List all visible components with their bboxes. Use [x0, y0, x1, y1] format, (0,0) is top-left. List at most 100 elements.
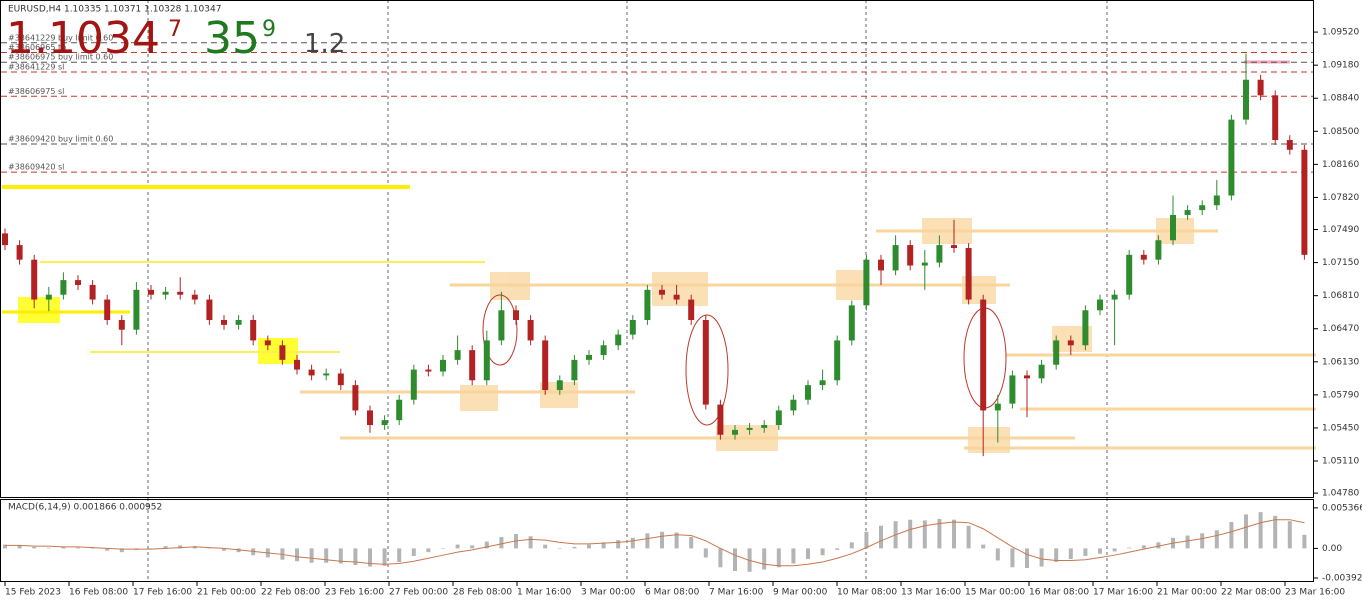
macd-bar [1010, 548, 1015, 568]
macd-bar [981, 544, 986, 549]
macd-bar [470, 545, 475, 549]
macd-bar [1141, 545, 1146, 549]
candle-body [279, 345, 286, 360]
macd-bar [630, 537, 635, 549]
candle-body [1053, 340, 1060, 365]
candle-body [513, 310, 519, 320]
macd-bar [353, 548, 358, 566]
macd-bar [1068, 548, 1073, 559]
candle-body [148, 289, 154, 295]
macd-bar [733, 548, 737, 572]
macd-bar [441, 548, 445, 549]
x-tick-label: 22 Feb 08:00 [261, 588, 320, 598]
macd-bar [762, 548, 767, 570]
macd-bar [484, 541, 489, 549]
candle-body [878, 259, 884, 271]
macd-bar [426, 548, 431, 553]
x-tick-label: 23 Mar 16:00 [1285, 588, 1345, 598]
macd-bar [17, 545, 22, 549]
candle-body [191, 294, 198, 300]
candle-body [1243, 79, 1249, 120]
candle-body [659, 289, 665, 295]
bid-price: 1.1034 [6, 13, 160, 64]
candle-body [571, 359, 578, 381]
macd-bar [1302, 534, 1307, 549]
symbol-info: EURUSD,H4 1.10335 1.10371 1.10328 1.1034… [8, 5, 221, 15]
macd-bar [1039, 548, 1044, 567]
candle-body [264, 340, 271, 346]
candle-body [1301, 149, 1308, 255]
macd-bar [411, 548, 416, 556]
candle-body [352, 385, 359, 411]
macd-pane: 0.005366 0.00 -0.003921 [3, 503, 1362, 584]
candle-body [45, 294, 52, 300]
macd-bar [455, 544, 460, 549]
macd-bar [879, 525, 883, 549]
y-tick-label: 1.04780 [1322, 489, 1359, 499]
candle-body [1038, 364, 1045, 379]
candle-body [2, 233, 8, 246]
macd-bar [76, 547, 80, 549]
macd-bar [1156, 542, 1161, 549]
order-label: #38606975 buy limit 0.60 [8, 53, 113, 62]
candle-body [892, 245, 899, 271]
macd-bar [1200, 533, 1205, 549]
y-tick-label: 1.08500 [1322, 127, 1359, 137]
macd-bar [1273, 515, 1278, 549]
candle-body [221, 319, 227, 325]
candle-body [1199, 205, 1206, 211]
ask-price: 35 [204, 13, 260, 64]
candle-body [761, 425, 768, 428]
candle-body [308, 369, 315, 376]
candle-body [732, 429, 738, 435]
candle-body [483, 340, 490, 381]
x-tick-label: 7 Mar 16:00 [709, 588, 764, 598]
macd-bar [791, 548, 796, 564]
macd-bar [309, 548, 314, 563]
x-tick-label: 21 Mar 00:00 [1157, 588, 1217, 598]
order-label: #38606965 tp [8, 43, 66, 52]
macd-bar [1258, 512, 1263, 549]
candle-body [936, 245, 943, 263]
macd-bar [295, 548, 299, 562]
signal-line [5, 519, 1305, 567]
candle-body [1184, 210, 1191, 215]
candle-body [440, 359, 446, 372]
x-tick-label: 22 Mar 08:00 [1221, 588, 1281, 598]
macd-bar [61, 546, 66, 549]
macd-bar [835, 548, 840, 550]
macd-bar [338, 548, 343, 564]
candle-body [1111, 294, 1118, 300]
macd-bar [178, 545, 183, 549]
candle-body [367, 410, 373, 426]
x-tick-label: 13 Mar 16:00 [901, 588, 961, 598]
candle-body [235, 319, 242, 325]
candle-body [75, 280, 81, 285]
candle-body [1082, 310, 1089, 346]
candle-body [1155, 240, 1162, 260]
candle-body [118, 319, 125, 330]
candle-body [381, 420, 388, 426]
x-tick-label: 9 Mar 00:00 [773, 588, 828, 598]
candle-body [89, 284, 96, 300]
order-lines: #38641229 buy limit 0.60#38606965 tp#386… [1, 33, 1313, 173]
macd-bar [557, 548, 562, 549]
macd-bar [601, 542, 606, 549]
x-tick-label: 17 Feb 16:00 [133, 588, 192, 598]
candle-body [16, 245, 23, 260]
order-label: #38641229 sl [8, 62, 64, 71]
macd-bar [864, 531, 869, 549]
candle-body [410, 369, 417, 400]
candle-body [1272, 95, 1279, 141]
y-tick-label: 1.09180 [1322, 61, 1359, 71]
candle-body [527, 319, 534, 341]
macd-bar [1229, 521, 1234, 549]
candle-body [162, 291, 169, 295]
candle-body [1126, 254, 1133, 295]
candle-body [498, 310, 505, 341]
macd-bar [820, 548, 825, 556]
candle-body [819, 380, 826, 386]
candle-body [805, 385, 811, 400]
x-tick-label: 17 Mar 16:00 [1093, 588, 1153, 598]
